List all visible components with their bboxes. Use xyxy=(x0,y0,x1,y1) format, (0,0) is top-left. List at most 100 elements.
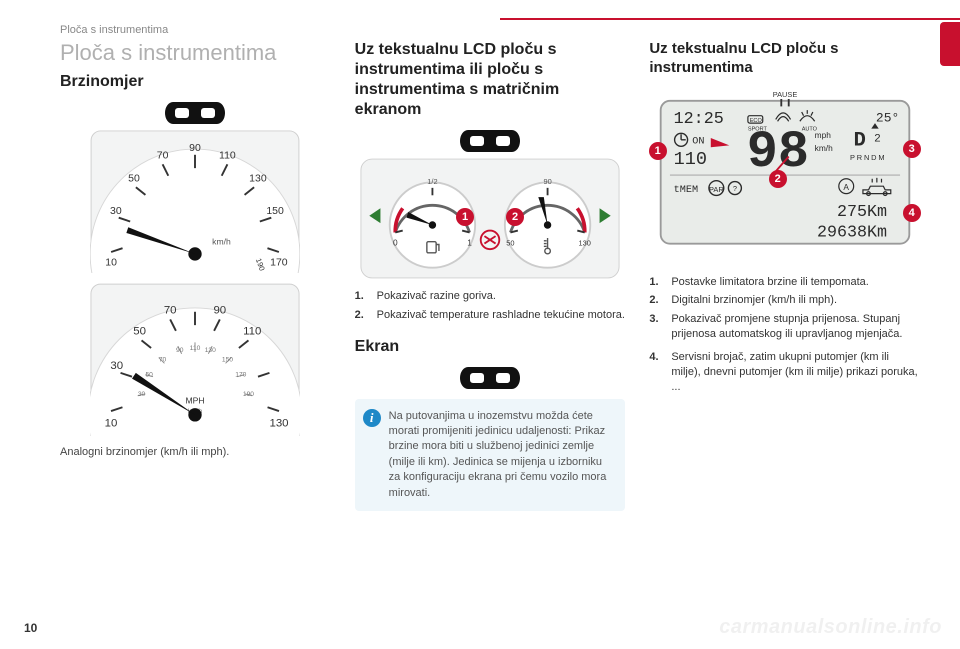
page-number: 10 xyxy=(24,621,37,635)
svg-text:12:25: 12:25 xyxy=(673,110,723,129)
svg-text:30: 30 xyxy=(110,206,122,217)
svg-text:110: 110 xyxy=(243,326,261,338)
cluster-icon xyxy=(460,367,520,389)
svg-text:190: 190 xyxy=(243,391,254,398)
svg-text:50: 50 xyxy=(128,173,140,184)
legend-text: Postavke limitatora brzine ili tempomata… xyxy=(671,275,868,290)
svg-text:110: 110 xyxy=(190,345,201,352)
legend-item: 2. Pokazivač temperature rashladne tekuć… xyxy=(355,308,626,323)
legend-text: Pokazivač razine goriva. xyxy=(377,289,496,304)
svg-text:km/h: km/h xyxy=(212,236,231,246)
callout-2: 2 xyxy=(506,208,524,226)
svg-text:170: 170 xyxy=(270,257,288,268)
info-box: i Na putovanjima u inozemstvu možda ćete… xyxy=(355,399,626,511)
svg-text:30: 30 xyxy=(111,360,124,372)
svg-text:ECO: ECO xyxy=(749,118,762,124)
legend-num: 4. xyxy=(649,350,663,395)
callout-1: 1 xyxy=(456,208,474,226)
svg-text:90: 90 xyxy=(543,177,551,186)
svg-text:AUTO: AUTO xyxy=(801,126,817,132)
speedo-kmh-illustration: 10 30 50 70 90 110 130 150 170 190 km/h xyxy=(90,130,300,273)
legend-text: Servisni brojač, zatim ukupni putomjer (… xyxy=(671,350,920,395)
legend-item: 2. Digitalni brzinomjer (km/h ili mph). xyxy=(649,293,920,308)
col3-legend: 1. Postavke limitatora brzine ili tempom… xyxy=(649,275,920,395)
legend-item: 1. Pokazivač razine goriva. xyxy=(355,289,626,304)
legend-item: 3. Pokazivač promjene stupnja prijenosa.… xyxy=(649,312,920,342)
cluster-icon xyxy=(460,130,520,152)
col-2: Uz tekstualnu LCD ploču s instrumentima … xyxy=(355,40,626,511)
svg-text:tMEM: tMEM xyxy=(673,184,697,195)
svg-text:170: 170 xyxy=(236,372,247,379)
header-red-rule xyxy=(500,18,960,20)
svg-text:mph: mph xyxy=(814,129,831,139)
callout-3: 3 xyxy=(903,140,921,158)
svg-text:PAUSE: PAUSE xyxy=(772,90,797,99)
svg-text:1/2: 1/2 xyxy=(427,177,437,186)
col1-subheading: Brzinomjer xyxy=(60,72,331,92)
svg-text:0: 0 xyxy=(393,237,398,247)
cluster-icon xyxy=(165,102,225,124)
svg-text:PAR: PAR xyxy=(709,184,724,193)
svg-text:50: 50 xyxy=(506,238,514,247)
svg-text:70: 70 xyxy=(159,356,167,363)
svg-text:10: 10 xyxy=(105,417,118,429)
svg-text:D: D xyxy=(853,129,865,152)
legend-num: 1. xyxy=(649,275,663,290)
page-title: Ploča s instrumentima xyxy=(60,40,331,66)
col-1: Ploča s instrumentima Brzinomjer xyxy=(60,40,331,511)
legend-item: 4. Servisni brojač, zatim ukupni putomje… xyxy=(649,350,920,395)
svg-text:25°: 25° xyxy=(876,110,899,125)
legend-item: 1. Postavke limitatora brzine ili tempom… xyxy=(649,275,920,290)
callout-1: 1 xyxy=(649,142,667,160)
svg-text:150: 150 xyxy=(222,356,233,363)
col-3: Uz tekstualnu LCD ploču s instrumentima … xyxy=(649,40,920,511)
col3-heading: Uz tekstualnu LCD ploču s instrumentima xyxy=(649,40,920,78)
svg-text:1: 1 xyxy=(467,237,472,247)
svg-text:130: 130 xyxy=(250,173,268,184)
svg-text:90: 90 xyxy=(190,143,202,154)
svg-text:50: 50 xyxy=(146,372,154,379)
svg-text:10: 10 xyxy=(106,257,118,268)
section-label: Ploča s instrumentima xyxy=(60,24,920,36)
callout-2: 2 xyxy=(769,170,787,188)
svg-text:110: 110 xyxy=(673,148,706,169)
header-red-tab xyxy=(940,22,960,66)
legend-num: 2. xyxy=(649,293,663,308)
svg-text:MPH: MPH xyxy=(186,395,205,405)
svg-text:50: 50 xyxy=(134,326,147,338)
legend-text: Pokazivač temperature rashladne tekućine… xyxy=(377,308,625,323)
info-icon: i xyxy=(363,409,381,427)
lcd-illustration: PAUSE 12:25 ON 110 98 mph xyxy=(655,86,915,253)
svg-text:150: 150 xyxy=(267,206,285,217)
svg-text:70: 70 xyxy=(164,305,177,317)
fuel-temp-illustration: 0 1/2 1 xyxy=(360,158,620,279)
svg-text:130: 130 xyxy=(205,347,216,354)
svg-text:?: ? xyxy=(733,183,737,192)
svg-text:ON: ON xyxy=(692,136,704,147)
svg-text:110: 110 xyxy=(219,151,236,162)
legend-text: Pokazivač promjene stupnja prijenosa. St… xyxy=(671,312,920,342)
col2-heading: Uz tekstualnu LCD ploču s instrumentima … xyxy=(355,40,626,120)
col2-ekran-heading: Ekran xyxy=(355,337,626,357)
info-text: Na putovanjima u inozemstvu možda ćete m… xyxy=(389,410,607,499)
svg-text:30: 30 xyxy=(138,391,146,398)
svg-text:29638Km: 29638Km xyxy=(817,223,887,242)
col1-caption: Analogni brzinomjer (km/h ili mph). xyxy=(60,446,331,458)
svg-text:2: 2 xyxy=(874,133,881,145)
speedo-mph-illustration: 10 30 50 70 90 110 130 30 50 70 90 110 xyxy=(90,283,300,436)
svg-text:70: 70 xyxy=(157,151,169,162)
svg-text:A: A xyxy=(843,181,849,191)
callout-4: 4 xyxy=(903,204,921,222)
svg-text:km/h: km/h xyxy=(814,142,832,152)
columns: Ploča s instrumentima Brzinomjer xyxy=(60,40,920,511)
watermark: carmanualsonline.info xyxy=(719,616,942,639)
svg-text:PRNDM: PRNDM xyxy=(850,153,886,162)
svg-text:275Km: 275Km xyxy=(837,202,887,221)
col2-legend: 1. Pokazivač razine goriva. 2. Pokazivač… xyxy=(355,289,626,323)
svg-text:SPORT: SPORT xyxy=(748,126,768,132)
svg-text:90: 90 xyxy=(214,305,227,317)
page: Ploča s instrumentima Ploča s instrument… xyxy=(0,0,960,649)
svg-text:90: 90 xyxy=(176,347,184,354)
svg-text:130: 130 xyxy=(579,238,591,247)
legend-text: Digitalni brzinomjer (km/h ili mph). xyxy=(671,293,837,308)
